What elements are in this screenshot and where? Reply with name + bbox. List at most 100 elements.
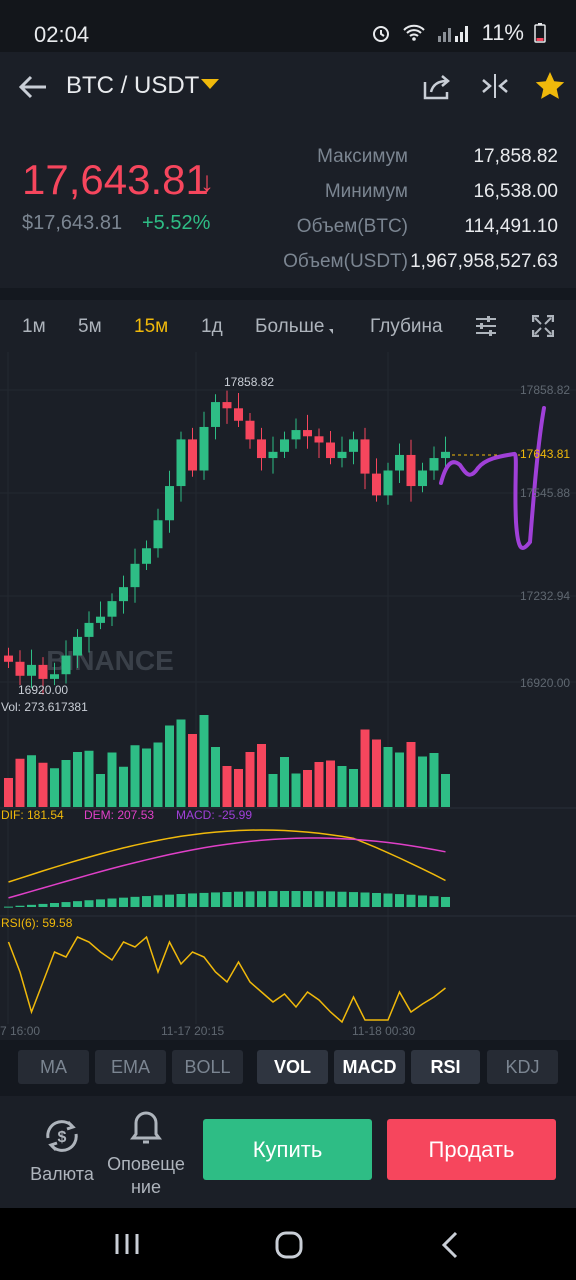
chart-canvas[interactable]: BINANCE (0, 352, 576, 1040)
volume-bar (153, 742, 163, 807)
indicator-kdj[interactable]: KDJ (487, 1050, 558, 1084)
indicator-macd[interactable]: MACD (334, 1050, 405, 1084)
buy-button[interactable]: Купить (203, 1119, 372, 1180)
volume-bar (4, 778, 13, 807)
volume-bar (429, 753, 439, 807)
macd-dif-label: DIF: 181.54 (1, 808, 64, 822)
back-nav-icon[interactable] (440, 1230, 460, 1260)
candle (406, 454, 416, 487)
share-icon[interactable] (421, 70, 453, 102)
tab-1d[interactable]: 1д (201, 316, 223, 337)
wifi-icon (402, 24, 425, 41)
price-usd: $17,643.81 (22, 212, 123, 234)
indicator-ma[interactable]: MA (18, 1050, 89, 1084)
candle (107, 601, 117, 617)
dem-line (8, 837, 446, 899)
macd-bar (130, 896, 140, 907)
candle (441, 451, 450, 459)
y-axis-label: 17232.94 (520, 589, 571, 603)
y-axis-label: 17545.88 (520, 486, 571, 500)
volume-bar (96, 774, 105, 807)
bell-icon[interactable] (128, 1106, 164, 1146)
indicator-vol[interactable]: VOL (257, 1050, 328, 1084)
indicator-ema[interactable]: EMA (95, 1050, 166, 1084)
volume-bars (4, 715, 450, 807)
volume-bar (50, 768, 59, 807)
volume-bar (441, 774, 450, 807)
macd-value-label: MACD: -25.99 (176, 808, 253, 822)
candle (27, 664, 36, 676)
candle (84, 622, 94, 637)
home-icon[interactable] (274, 1230, 304, 1260)
tab-1m[interactable]: 1м (22, 316, 46, 337)
recents-icon[interactable] (114, 1232, 140, 1256)
settings-sliders-icon[interactable] (474, 314, 498, 338)
pair-header: BTC / USDT (0, 52, 576, 122)
volume-bar (27, 755, 36, 807)
stat-value-vol-btc: 114,491.10 (464, 216, 558, 237)
volume-bar (165, 725, 174, 807)
volume-bar (142, 748, 151, 807)
alerts-label-2[interactable]: ние (130, 1177, 161, 1197)
volume-bar (130, 745, 140, 807)
volume-bar (257, 744, 266, 807)
currency-label[interactable]: Валюта (30, 1164, 94, 1184)
macd-bar (372, 892, 381, 907)
volume-bar (280, 757, 289, 807)
candle (337, 451, 347, 459)
candle (130, 563, 140, 588)
user-drawing (439, 406, 546, 550)
macd-bar (418, 895, 427, 907)
x-axis-label: 11-17 20:15 (161, 1024, 225, 1038)
candle (303, 430, 312, 437)
macd-bar (27, 904, 36, 907)
alerts-label[interactable]: Оповеще (107, 1154, 185, 1174)
back-arrow-icon[interactable] (16, 70, 50, 104)
volume-bar (303, 770, 312, 807)
pair-selector[interactable]: BTC / USDT (66, 72, 200, 99)
volume-bar (349, 769, 358, 807)
macd-bar (119, 897, 128, 907)
indicator-rsi[interactable]: RSI (411, 1050, 480, 1084)
macd-bar (326, 891, 335, 907)
currency-convert-icon[interactable]: $ (38, 1116, 86, 1156)
star-icon[interactable] (534, 70, 566, 102)
macd-bar (360, 892, 370, 907)
candle (314, 436, 324, 443)
volume-bar (383, 747, 393, 807)
stat-value-vol-usdt: 1,967,958,527.63 (410, 251, 558, 272)
macd-bar (107, 898, 117, 907)
last-price: 17,643.81 (22, 156, 209, 203)
status-time: 02:04 (34, 22, 90, 47)
volume-bar (372, 739, 381, 807)
candle (4, 655, 13, 662)
compare-icon[interactable] (479, 70, 511, 102)
macd-bar (188, 893, 197, 907)
current-price-tag: 17643.81 (520, 447, 571, 461)
macd-bar (314, 891, 324, 907)
candle (418, 470, 427, 487)
tab-5m[interactable]: 5м (78, 316, 102, 337)
macd-histogram (4, 891, 450, 908)
kline-chart[interactable]: BINANCE 17858.82 16920.00 17643.81 17858… (0, 352, 576, 1040)
y-axis-label: 16920.00 (520, 676, 571, 690)
macd-bar (165, 894, 174, 907)
volume-bar (245, 752, 255, 807)
price-down-arrow-icon: ↓ (200, 166, 214, 197)
macd-bar (61, 902, 71, 907)
macd-bar (211, 892, 220, 907)
chevron-down-icon[interactable] (201, 79, 219, 89)
fullscreen-icon[interactable] (532, 315, 554, 337)
battery-icon (534, 23, 546, 43)
sell-button[interactable]: Продать (387, 1119, 556, 1180)
tab-15m[interactable]: 15м (134, 316, 169, 337)
macd-bar (73, 901, 82, 907)
ticker-panel: 17,643.81 ↓ $17,643.81 +5.52% Максимум 1… (0, 122, 576, 288)
candle (268, 451, 278, 459)
indicator-bar: MA EMA BOLL VOL MACD RSI KDJ (0, 1040, 576, 1096)
tab-depth[interactable]: Глубина (370, 316, 443, 337)
trade-bar: $ Валюта Оповеще ние Купить Продать (0, 1096, 576, 1208)
tab-more[interactable]: Больше (255, 316, 325, 337)
indicator-boll[interactable]: BOLL (172, 1050, 243, 1084)
volume-bar (291, 773, 301, 807)
